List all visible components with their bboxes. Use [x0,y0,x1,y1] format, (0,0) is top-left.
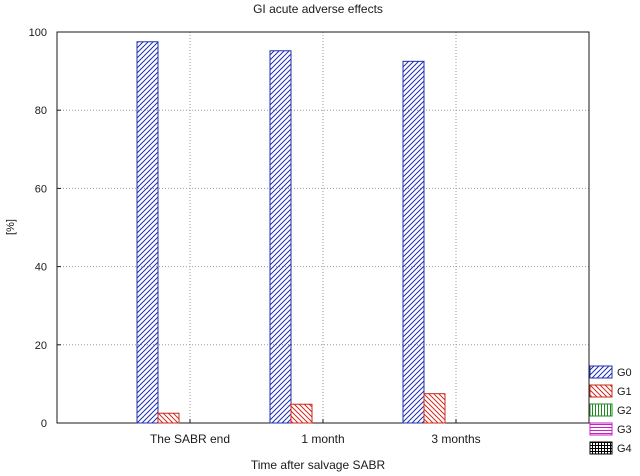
x-tick-label: 3 months [431,432,480,446]
x-tick-label: 1 month [301,432,344,446]
x-axis-ticks: The SABR end 1 month 3 months [150,419,481,446]
bars [136,41,446,424]
legend-label-g4: G4 [617,443,632,455]
legend-label-g2: G2 [617,405,632,417]
y-tick-label: 40 [35,262,47,274]
y-axis-label: [%] [5,219,17,235]
legend: G0 G1 G2 G3 G4 [589,365,632,455]
y-tick-label: 20 [35,340,47,352]
legend-label-g1: G1 [617,386,632,398]
legend-swatch-g0 [589,365,613,379]
bar-g0-2 [269,50,292,424]
bar-g0-3 [402,60,425,424]
x-tick-label: The SABR end [150,432,230,446]
y-axis-ticks: 0 20 40 60 80 100 [29,27,61,430]
legend-swatch-g2 [589,403,613,417]
legend-swatch-g3 [589,422,613,436]
gridlines [57,32,589,423]
legend-label-g0: G0 [617,367,632,379]
chart-title: GI acute adverse effects [253,2,383,16]
legend-swatch-g1 [589,384,613,398]
x-axis-label: Time after salvage SABR [251,458,386,472]
bar-g1-2 [290,403,313,424]
bar-g1-3 [423,393,446,424]
legend-swatch-g4 [589,441,613,455]
y-tick-label: 100 [29,27,47,39]
y-tick-label: 80 [35,105,47,117]
bar-g1-1 [157,412,180,424]
y-tick-label: 0 [41,418,47,430]
bar-g0-1 [136,41,159,424]
legend-label-g3: G3 [617,424,632,436]
y-tick-label: 60 [35,183,47,195]
